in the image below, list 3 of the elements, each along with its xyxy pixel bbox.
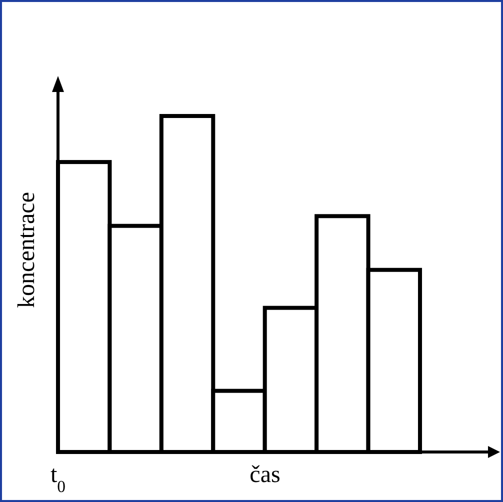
x-axis-title: čas bbox=[250, 462, 280, 488]
y-axis-title: koncentrace bbox=[14, 192, 40, 308]
text: t$_{0}$ bbox=[50, 462, 66, 496]
